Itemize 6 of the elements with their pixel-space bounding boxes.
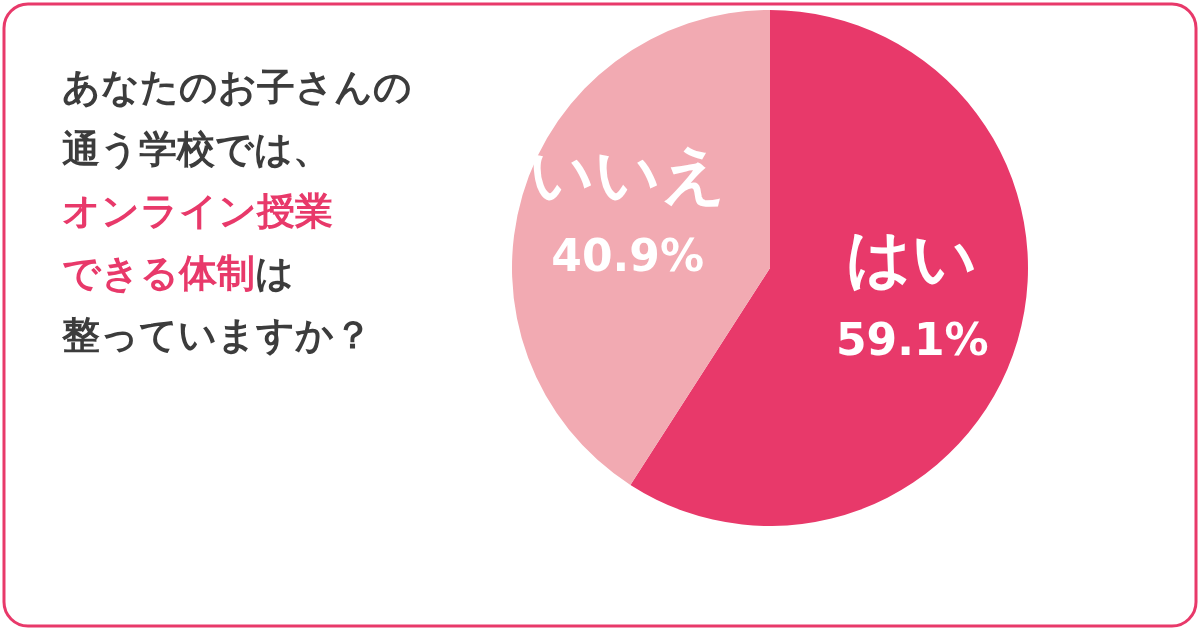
pie-slice bbox=[512, 10, 770, 485]
slice-label: はい bbox=[846, 220, 979, 295]
data-label: 40.9% bbox=[551, 230, 704, 282]
data-label: 59.1% bbox=[836, 313, 989, 365]
text: あなたのお子さんの通う学校では、オンライン授業できる体制は整っていますか？ bbox=[61, 65, 412, 357]
slice-label: いいえ bbox=[528, 137, 727, 212]
